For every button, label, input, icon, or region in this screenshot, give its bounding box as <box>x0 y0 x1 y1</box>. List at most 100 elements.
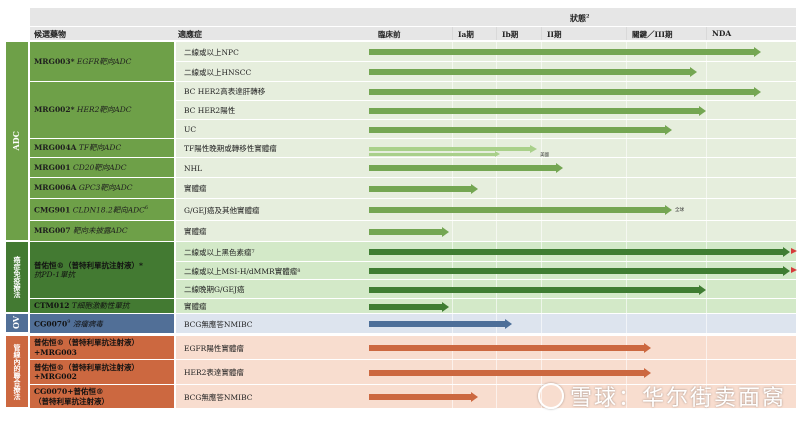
drug-target: T細胞激動性單抗 <box>71 301 130 311</box>
drug-code: MRG004A <box>34 143 77 153</box>
drug-name-line: 普佑恒®（普特利單抗注射液） <box>34 363 174 372</box>
indication-text: TF陽性晚期或轉移性實體瘤 <box>184 144 277 153</box>
progress-arrow-icon <box>556 163 563 173</box>
category-adc: ADC <box>6 42 28 240</box>
phase-separator <box>496 27 497 40</box>
progress-arrow-icon <box>690 67 697 77</box>
progress-bar <box>369 228 442 235</box>
category-label: OV <box>11 316 22 330</box>
indication-cell: 實體瘤 <box>176 221 368 242</box>
drug-target: EGFR靶向ADC <box>76 56 132 66</box>
drug-target: CLDN18.2靶向ADC <box>72 205 145 215</box>
phase-header-0: 臨床前 <box>378 30 401 39</box>
indication-cell: 二線或以上MSI-H/dMMR實體瘤 8 <box>176 262 368 280</box>
category-combo: 管線內的聯合療法 <box>6 336 28 407</box>
phase-header-2: Ib期 <box>502 30 519 39</box>
drug-name-line: 普佑恒®（普特利單抗注射液） <box>34 338 174 347</box>
category-label: 癌症免疫療法 <box>13 256 23 298</box>
drug-name-line: CTM012 T細胞激動性單抗 <box>34 301 174 310</box>
indication-cell: G/GEJ癌及其他實體瘤 <box>176 199 368 221</box>
drug-cell: MRG002* HER2靶向ADC <box>30 82 174 138</box>
indication-text: 二線或以上NPC <box>184 47 239 57</box>
drug-cell: 普佑恒®（普特利單抗注射液） +MRG003 <box>30 336 174 359</box>
indication-cell: TF陽性晚期或轉移性實體瘤 <box>176 139 368 158</box>
progress-bar <box>369 165 556 171</box>
progress-arrow-icon <box>783 266 790 276</box>
drug-target: GPC3靶向ADC <box>78 183 133 193</box>
indication-cell: BC HER2陽性 <box>176 101 368 120</box>
progress-arrow-icon <box>471 183 478 194</box>
progress-bar <box>369 146 530 151</box>
drug-cell: MRG001 CD20靶向ADC <box>30 158 174 177</box>
header-candidate: 候選藥物 <box>34 29 66 39</box>
indication-sup: 7 <box>251 249 255 255</box>
indication-text: 二線或以上黑色素瘤 <box>184 247 252 257</box>
phase-separator <box>706 27 707 40</box>
indication-cell: BCG無應答NMIBC <box>176 385 368 409</box>
category-ov: OV <box>6 314 28 332</box>
drug-name-line: CG00709 溶瘤病毒 <box>34 319 174 329</box>
indication-cell: BC HER2高表達肝轉移 <box>176 82 368 101</box>
phase-gridline <box>452 42 453 411</box>
drug-code: MRG006A <box>34 183 77 193</box>
progress-arrow-icon <box>665 205 672 215</box>
drug-target: 抗PD-1單抗 <box>34 270 76 279</box>
flag-icon <box>791 267 797 273</box>
indication-text: HER2表達實體瘤 <box>184 368 244 377</box>
phase-gridline <box>626 42 627 411</box>
progress-arrow-icon <box>699 105 706 116</box>
drug-target: 溶瘤病毒 <box>72 319 103 329</box>
drug-code: MRG002* <box>34 105 75 115</box>
phase-separator <box>541 27 542 40</box>
flag-icon <box>791 248 797 254</box>
phase-separator <box>626 27 627 40</box>
progress-arrow-icon <box>495 150 500 157</box>
progress-bar <box>369 207 665 213</box>
drug-code: 普佑恒®（普特利單抗注射液） <box>34 362 139 372</box>
indication-text: 二線或以上MSI-H/dMMR實體瘤 <box>184 266 298 276</box>
indication-text: BC HER2高表達肝轉移 <box>184 87 266 96</box>
drug-name-line: MRG004A TF靶向ADC <box>34 143 174 152</box>
row-background <box>176 221 796 242</box>
progress-bar <box>369 49 754 55</box>
category-label: ADC <box>11 131 22 151</box>
progress-arrow-icon <box>699 284 706 295</box>
drug-code: MRG007 <box>34 226 71 236</box>
indication-cell: 實體瘤 <box>176 178 368 199</box>
row-background <box>176 360 796 385</box>
progress-arrow-icon <box>644 367 651 378</box>
progress-bar <box>369 303 442 310</box>
drug-name-line: MRG003* EGFR靶向ADC <box>34 57 174 66</box>
progress-arrow-icon <box>754 86 761 97</box>
indication-text: BCG無應答NMIBC <box>184 319 253 329</box>
drug-name-line2: +MRG003 <box>34 348 174 357</box>
header-bar <box>30 8 796 40</box>
progress-arrow-icon <box>754 47 761 57</box>
phase-header-5: NDA <box>712 29 732 38</box>
drug-name-line: CMG901 CLDN18.2靶向ADC6 <box>34 205 174 215</box>
drug-name-line: MRG002* HER2靶向ADC <box>34 105 174 114</box>
drug-code: CG0070+普佑恒® <box>34 387 104 397</box>
bar-note: 美國 <box>540 152 549 158</box>
progress-bar <box>369 369 644 376</box>
indication-sup: 8 <box>297 268 301 274</box>
progress-bar <box>369 268 783 274</box>
drug-cell: CG00709 溶瘤病毒 <box>30 314 174 333</box>
snowball-logo-icon <box>538 383 564 409</box>
progress-bar-secondary <box>369 152 495 156</box>
row-background <box>176 385 796 409</box>
progress-arrow-icon <box>505 319 512 329</box>
progress-arrow-icon <box>442 226 449 237</box>
watermark-text: 雪球：华尔街卖面窝 <box>570 386 787 411</box>
category-io: 癌症免疫療法 <box>6 242 28 312</box>
drug-code: 普佑恒®（普特利單抗注射液）* <box>34 260 143 270</box>
drug-target-line: 抗PD-1單抗 <box>34 270 174 279</box>
drug-cell: CTM012 T細胞激動性單抗 <box>30 299 174 313</box>
indication-cell: HER2表達實體瘤 <box>176 360 368 385</box>
progress-bar <box>369 249 783 255</box>
progress-bar <box>369 321 505 327</box>
phase-gridline <box>496 42 497 411</box>
header-status-sup: 2 <box>586 13 590 20</box>
progress-arrow-icon <box>530 144 537 153</box>
indication-cell: 實體瘤 <box>176 299 368 314</box>
